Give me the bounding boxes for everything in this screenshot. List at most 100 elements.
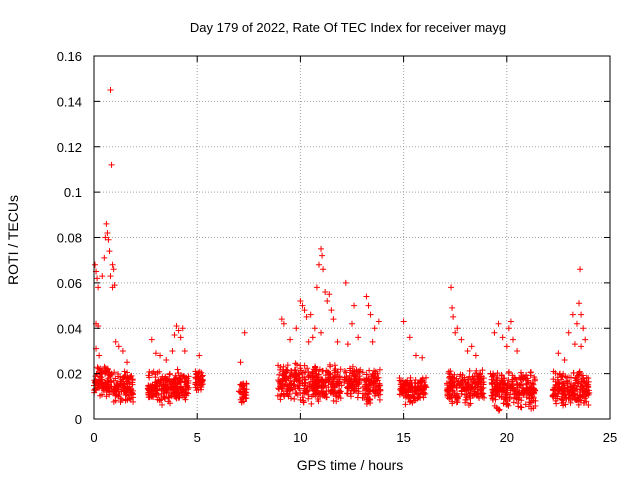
data-point <box>296 371 303 378</box>
y-tick-label: 0.14 <box>57 94 82 109</box>
y-tick-label: 0.1 <box>64 185 82 200</box>
data-point <box>116 382 123 389</box>
data-point <box>582 336 589 343</box>
data-point <box>555 380 562 387</box>
data-point <box>331 367 338 374</box>
data-point <box>99 370 106 377</box>
data-point <box>464 381 471 388</box>
data-point <box>403 379 410 386</box>
data-point <box>158 390 165 397</box>
data-point <box>342 279 349 286</box>
data-point <box>330 316 337 323</box>
data-point <box>369 380 376 387</box>
data-point <box>490 372 497 379</box>
data-point <box>472 352 479 359</box>
data-point <box>103 220 110 227</box>
data-point <box>514 347 521 354</box>
data-point <box>359 369 366 376</box>
data-point <box>499 385 506 392</box>
data-point <box>512 375 519 382</box>
data-point <box>365 377 372 384</box>
data-point <box>398 387 405 394</box>
data-point <box>337 395 344 402</box>
data-point <box>113 391 120 398</box>
data-point <box>149 384 156 391</box>
data-point <box>122 392 129 399</box>
data-points <box>91 87 593 414</box>
data-point <box>238 399 245 406</box>
data-point <box>376 388 383 395</box>
y-tick-label: 0.02 <box>57 367 82 382</box>
data-point <box>343 390 350 397</box>
data-point <box>324 298 331 305</box>
data-point <box>105 379 112 386</box>
data-point <box>302 379 309 386</box>
data-point <box>289 386 296 393</box>
data-point <box>297 298 304 305</box>
data-point <box>572 375 579 382</box>
data-point <box>463 380 470 387</box>
data-point <box>291 395 298 402</box>
data-point <box>375 318 382 325</box>
data-point <box>301 307 308 314</box>
data-point <box>573 320 580 327</box>
data-point <box>177 334 184 341</box>
data-point <box>349 381 356 388</box>
data-point <box>280 370 287 377</box>
data-point <box>576 368 583 375</box>
x-tick-label: 10 <box>293 430 307 445</box>
data-point <box>110 377 117 384</box>
data-point <box>567 393 574 400</box>
data-point <box>237 381 244 388</box>
data-point <box>518 369 525 376</box>
data-point <box>450 392 457 399</box>
data-point <box>507 318 514 325</box>
data-point <box>98 391 105 398</box>
data-point <box>337 388 344 395</box>
data-point <box>241 329 248 336</box>
data-point <box>318 385 325 392</box>
data-point <box>479 391 486 398</box>
data-point <box>396 391 403 398</box>
data-point <box>332 393 339 400</box>
data-point <box>166 370 173 377</box>
data-point <box>107 87 114 94</box>
data-point <box>408 379 415 386</box>
data-point <box>524 389 531 396</box>
x-tick-label: 15 <box>396 430 410 445</box>
data-point <box>421 389 428 396</box>
y-axis-label: ROTI / TECUs <box>5 195 21 285</box>
data-point <box>419 386 426 393</box>
data-point <box>297 365 304 372</box>
data-point <box>173 395 180 402</box>
data-point <box>348 387 355 394</box>
data-point <box>567 399 574 406</box>
data-point <box>314 374 321 381</box>
data-point <box>341 367 348 374</box>
data-point <box>352 372 359 379</box>
data-point <box>120 380 127 387</box>
data-point <box>417 377 424 384</box>
data-point <box>279 375 286 382</box>
data-point <box>369 372 376 379</box>
data-point <box>182 379 189 386</box>
data-point <box>111 386 118 393</box>
data-point <box>280 320 287 327</box>
data-point <box>560 381 567 388</box>
data-point <box>585 381 592 388</box>
data-point <box>118 378 125 385</box>
data-point <box>198 382 205 389</box>
data-point <box>531 389 538 396</box>
data-point <box>585 402 592 409</box>
data-point <box>568 374 575 381</box>
data-point <box>288 369 295 376</box>
data-point <box>333 382 340 389</box>
data-point <box>492 391 499 398</box>
data-point <box>112 338 119 345</box>
data-point <box>148 336 155 343</box>
data-point <box>284 362 291 369</box>
data-point <box>473 370 480 377</box>
data-point <box>585 378 592 385</box>
data-point <box>122 386 129 393</box>
data-point <box>565 329 572 336</box>
